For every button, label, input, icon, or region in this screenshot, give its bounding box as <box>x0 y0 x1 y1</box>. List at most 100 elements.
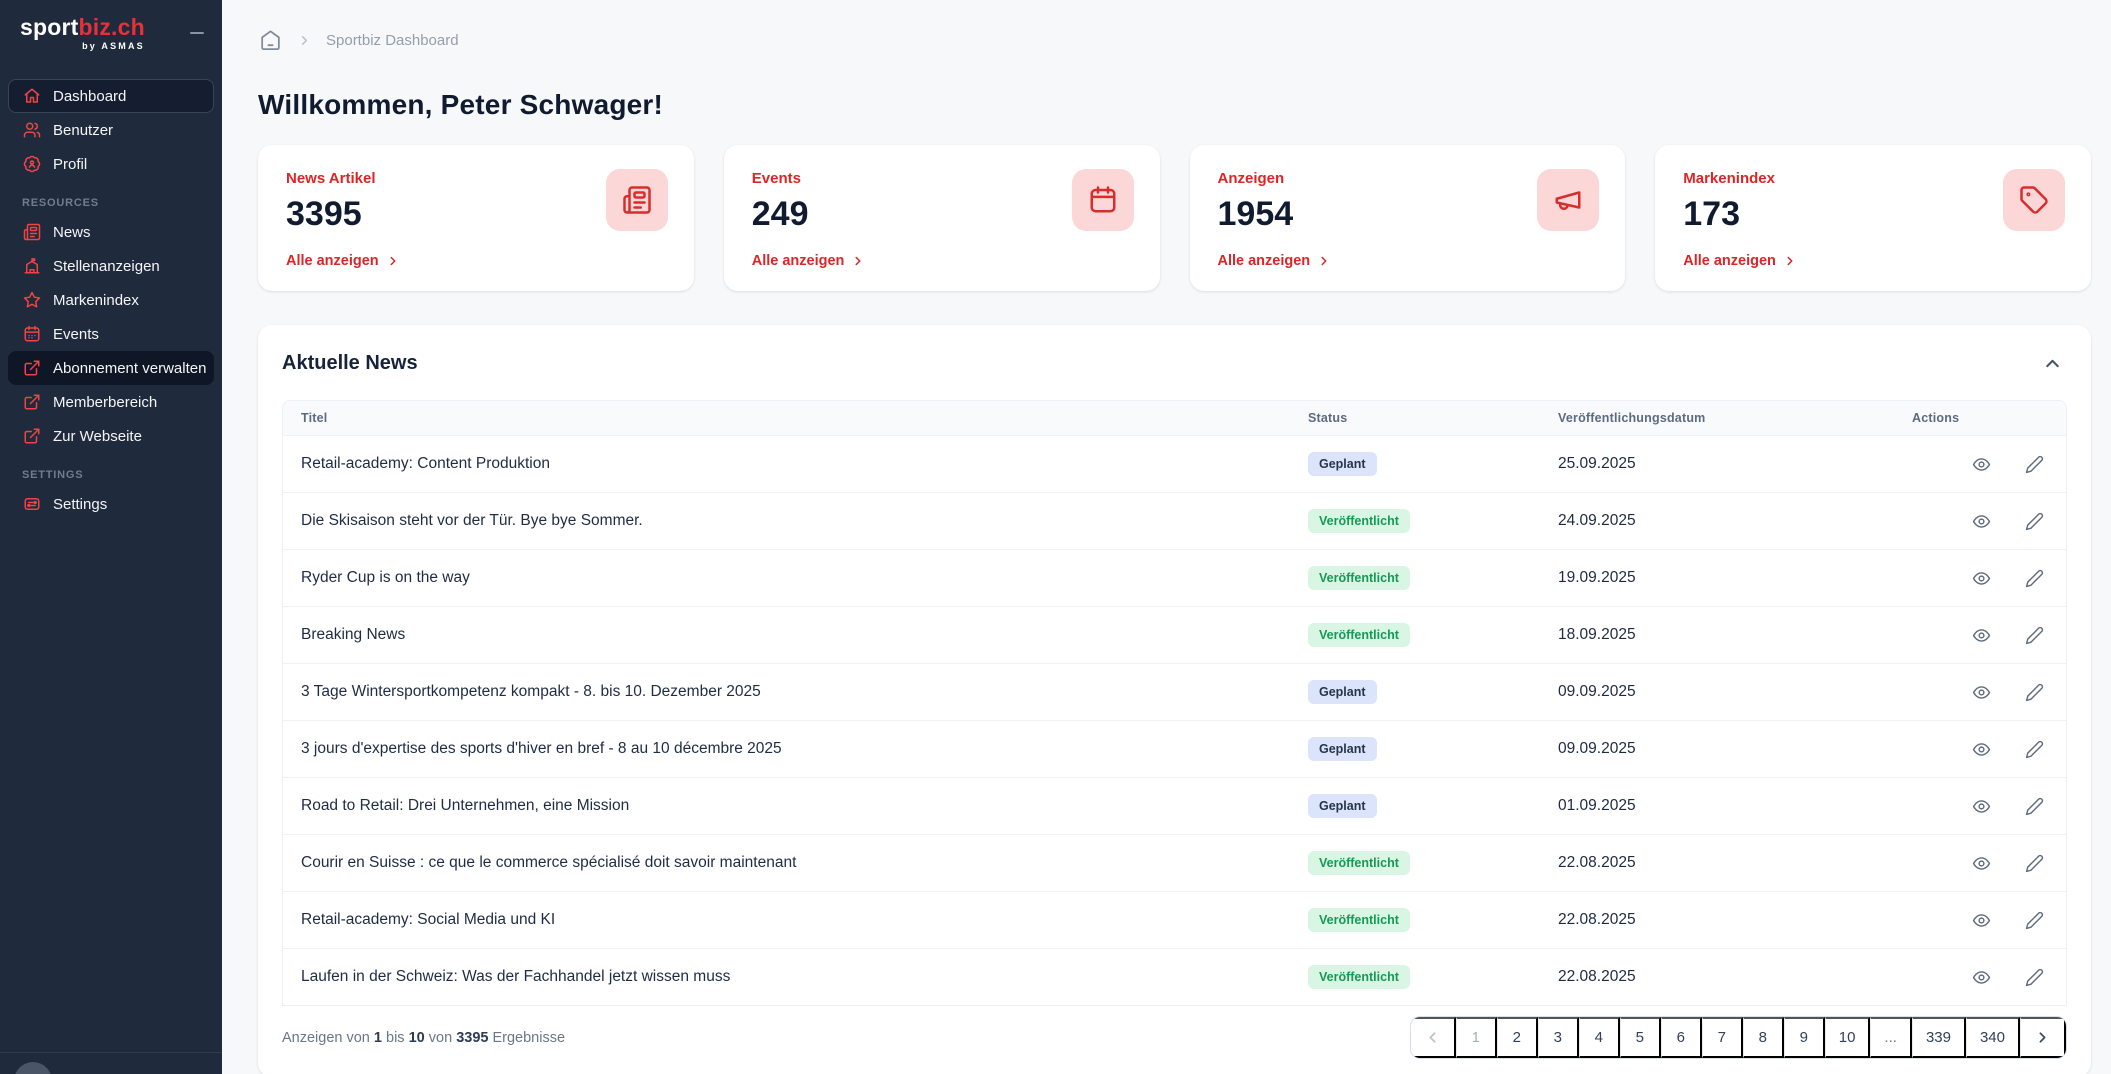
status-cell: Veröffentlicht <box>1290 907 1540 933</box>
sidebar-item-dashboard[interactable]: Dashboard <box>8 79 214 113</box>
breadcrumb-home-link[interactable] <box>258 28 283 53</box>
show-all-link[interactable]: Alle anzeigen <box>752 253 866 269</box>
page-button-4[interactable]: 4 <box>1578 1017 1620 1058</box>
calendar-icon <box>24 325 40 342</box>
table-row[interactable]: Road to Retail: Drei Unternehmen, eine M… <box>283 777 2066 834</box>
page-button-339[interactable]: 339 <box>1911 1017 1966 1058</box>
pencil-icon <box>2025 626 2044 644</box>
logo-text: sportbiz.ch <box>20 14 145 40</box>
status-badge: Geplant <box>1308 679 1377 705</box>
actions-cell <box>1894 455 2066 474</box>
breadcrumb-current: Sportbiz Dashboard <box>326 32 459 49</box>
edit-button[interactable] <box>2025 797 2044 816</box>
profile-badge-icon <box>23 155 41 173</box>
sidebar-collapse-toggle[interactable] <box>186 22 208 44</box>
eye-icon <box>1972 685 1991 699</box>
sidebar-item-news[interactable]: News <box>8 215 214 249</box>
table-row[interactable]: Retail-academy: Social Media und KI Verö… <box>283 891 2066 948</box>
edit-button[interactable] <box>2025 911 2044 930</box>
view-button[interactable] <box>1972 740 1991 759</box>
sidebar-item-profil[interactable]: Profil <box>8 147 214 181</box>
edit-button[interactable] <box>2025 512 2044 531</box>
actions-cell <box>1894 569 2066 588</box>
chevron-up-icon <box>2046 359 2059 368</box>
page-button-3[interactable]: 3 <box>1537 1017 1579 1058</box>
newspaper-icon <box>23 223 41 241</box>
view-button[interactable] <box>1972 569 1991 588</box>
view-button[interactable] <box>1972 968 1991 987</box>
edit-button[interactable] <box>2025 683 2044 702</box>
view-button[interactable] <box>1972 683 1991 702</box>
stat-card-anzeigen: Anzeigen 1954 Alle anzeigen <box>1189 145 1626 291</box>
actions-cell <box>1894 512 2066 531</box>
show-all-link[interactable]: Alle anzeigen <box>1683 253 1797 269</box>
view-button[interactable] <box>1972 797 1991 816</box>
news-title: Courir en Suisse : ce que le commerce sp… <box>301 854 797 871</box>
sidebar-item-benutzer[interactable]: Benutzer <box>8 113 214 147</box>
sidebar-user[interactable]: Peter Schwager <box>0 1052 222 1074</box>
view-button[interactable] <box>1972 626 1991 645</box>
publish-date: 25.09.2025 <box>1558 455 1636 472</box>
edit-button[interactable] <box>2025 740 2044 759</box>
sidebar-item-markenindex[interactable]: Markenindex <box>8 283 214 317</box>
home-icon <box>24 88 40 103</box>
eye-icon <box>1972 913 1991 927</box>
table-row[interactable]: Breaking News Veröffentlicht 18.09.2025 <box>283 606 2066 663</box>
card-label: Markenindex <box>1683 170 1775 187</box>
page-button-1[interactable]: 1 <box>1455 1017 1497 1058</box>
page-button-340[interactable]: 340 <box>1965 1017 2020 1058</box>
edit-button[interactable] <box>2025 455 2044 474</box>
col-status: Status <box>1308 411 1348 425</box>
eye-icon <box>1972 799 1991 813</box>
page-button-10[interactable]: 10 <box>1824 1017 1871 1058</box>
next-page-button[interactable] <box>2020 1017 2066 1058</box>
sidebar-item-settings[interactable]: Settings <box>8 487 214 521</box>
page-button-9[interactable]: 9 <box>1783 1017 1825 1058</box>
table-row[interactable]: Die Skisaison steht vor der Tür. Bye bye… <box>283 492 2066 549</box>
page-button-2[interactable]: 2 <box>1496 1017 1538 1058</box>
page-button-5[interactable]: 5 <box>1619 1017 1661 1058</box>
chevron-right-icon <box>390 256 396 266</box>
view-button[interactable] <box>1972 455 1991 474</box>
page-button-7[interactable]: 7 <box>1701 1017 1743 1058</box>
collapse-panel-button[interactable] <box>2038 349 2067 378</box>
sidebar-item-abonnement-verwalten[interactable]: Abonnement verwalten <box>8 351 214 385</box>
edit-button[interactable] <box>2025 968 2044 987</box>
table-row[interactable]: Courir en Suisse : ce que le commerce sp… <box>283 834 2066 891</box>
building-flag-icon <box>24 258 40 274</box>
chevron-right-icon <box>1787 256 1793 266</box>
actions-cell <box>1894 740 2066 759</box>
eye-icon <box>1972 856 1991 870</box>
table-header: Titel Status Veröffentlichungsdatum Acti… <box>283 401 2066 435</box>
table-row[interactable]: Retail-academy: Content Produktion Gepla… <box>283 435 2066 492</box>
view-button[interactable] <box>1972 512 1991 531</box>
sidebar-item-memberbereich[interactable]: Memberbereich <box>8 385 214 419</box>
sidebar-item-events[interactable]: Events <box>8 317 214 351</box>
sidebar-item-zur-webseite[interactable]: Zur Webseite <box>8 419 214 453</box>
results-summary: Anzeigen von 1 bis 10 von 3395 Ergebniss… <box>282 1029 566 1046</box>
view-button[interactable] <box>1972 854 1991 873</box>
table-row[interactable]: 3 jours d'expertise des sports d'hiver e… <box>283 720 2066 777</box>
actions-cell <box>1894 797 2066 816</box>
news-title: Breaking News <box>301 626 406 643</box>
edit-button[interactable] <box>2025 854 2044 873</box>
edit-button[interactable] <box>2025 626 2044 645</box>
show-all-link[interactable]: Alle anzeigen <box>286 253 400 269</box>
page-button-8[interactable]: 8 <box>1742 1017 1784 1058</box>
results-from: 1 <box>373 1029 382 1046</box>
section-label-settings: SETTINGS <box>22 469 84 481</box>
table-row[interactable]: 3 Tage Wintersportkompetenz kompakt - 8.… <box>283 663 2066 720</box>
table-row[interactable]: Laufen in der Schweiz: Was der Fachhande… <box>283 948 2066 1005</box>
status-cell: Veröffentlicht <box>1290 565 1540 591</box>
show-all-link[interactable]: Alle anzeigen <box>1218 253 1332 269</box>
table-row[interactable]: Ryder Cup is on the way Veröffentlicht 1… <box>283 549 2066 606</box>
external-link-icon <box>24 360 40 376</box>
previous-page-button[interactable] <box>1410 1017 1456 1058</box>
view-button[interactable] <box>1972 911 1991 930</box>
edit-button[interactable] <box>2025 569 2044 588</box>
page-button-6[interactable]: 6 <box>1660 1017 1702 1058</box>
main-content: Sportbiz Dashboard Willkommen, Peter Sch… <box>222 0 2111 1074</box>
status-cell: Geplant <box>1290 793 1540 819</box>
sidebar-item-stellenanzeigen[interactable]: Stellenanzeigen <box>8 249 214 283</box>
publish-date: 24.09.2025 <box>1558 512 1636 529</box>
